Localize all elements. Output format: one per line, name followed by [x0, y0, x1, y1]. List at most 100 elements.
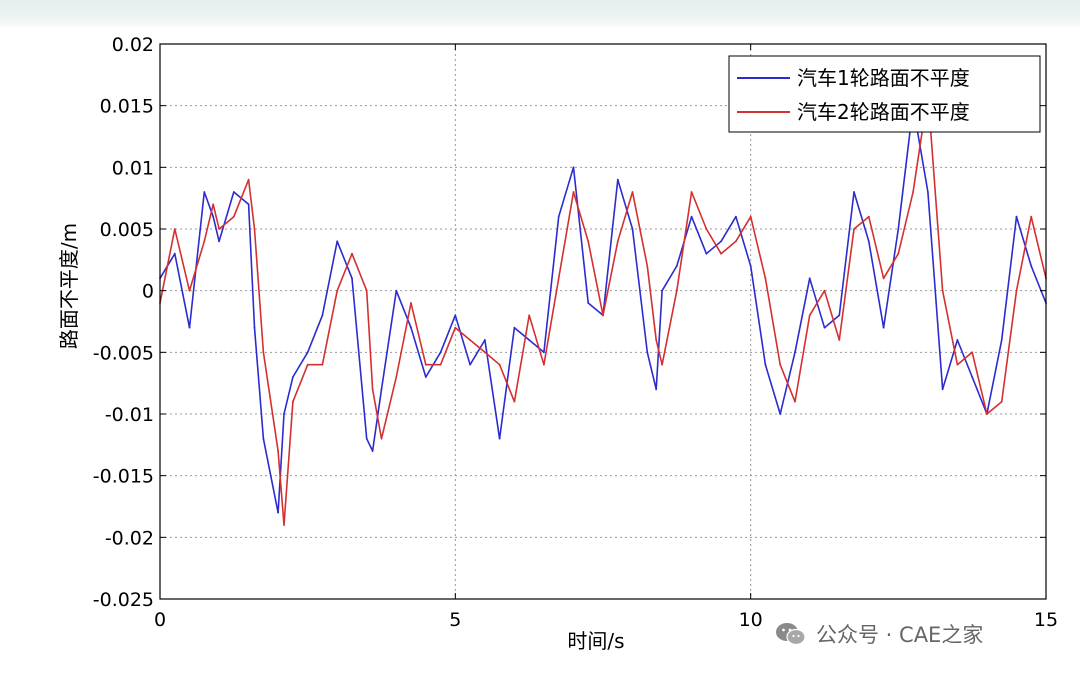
series-2-point [395, 376, 398, 378]
y-tick-label: 0 [142, 281, 154, 303]
watermark: 公众号 · CAE之家 [768, 614, 990, 654]
series-1-point [897, 228, 900, 230]
series-1-point [454, 314, 457, 317]
series-1-point [749, 265, 752, 267]
series-1-point [675, 265, 678, 267]
series-1-point [253, 326, 256, 329]
series-2-point [173, 228, 176, 230]
series-1-point [365, 437, 368, 440]
series-2-point [690, 191, 693, 193]
series-1-point [956, 339, 959, 341]
series-2-point [749, 215, 752, 218]
series-2-point [631, 191, 634, 193]
x-tick-label: 10 [739, 609, 763, 631]
series-2-point [720, 252, 723, 255]
x-tick-labels: 0 5 10 15 [154, 609, 1058, 631]
series-group [159, 92, 1047, 526]
series-2-point [277, 450, 280, 452]
series-2-point [572, 191, 575, 193]
series-1-point [395, 289, 398, 292]
series-1-point [779, 413, 782, 415]
y-tick-label: -0.02 [105, 527, 154, 549]
y-tick-label: -0.005 [93, 342, 154, 364]
y-tick-label: 0.02 [112, 34, 154, 56]
y-tick-labels: 0.02 0.015 0.01 0.005 0 -0.005 -0.01 -0.015 -0.0… [93, 34, 154, 611]
series-1-point [661, 289, 663, 292]
series-2-point [543, 363, 545, 366]
series-2-point [306, 363, 309, 366]
series-1-point [631, 228, 634, 230]
series-2-point [410, 302, 412, 304]
series-1-point [528, 339, 531, 341]
series-2-point [646, 265, 649, 267]
series-2-point [292, 400, 294, 403]
series-1-point [188, 326, 191, 329]
series-2-point [867, 215, 870, 218]
y-tick-label: 0.005 [100, 219, 154, 241]
series-2-point [705, 228, 708, 230]
series-2-point [253, 228, 256, 230]
series-1-point [380, 388, 383, 391]
series-1-point [351, 277, 353, 280]
series-2-point [897, 252, 900, 255]
series-1-point [203, 191, 206, 193]
series-2-point [321, 363, 324, 366]
series-2-point [912, 191, 914, 193]
series-1-point [218, 240, 220, 243]
series-2-point [779, 363, 782, 366]
series-1-point [838, 314, 841, 317]
series-2-point [986, 413, 988, 415]
series-1-point [439, 351, 442, 354]
series-1-point [705, 252, 708, 255]
series-2-point [424, 363, 427, 366]
series-1-point [262, 437, 265, 440]
series-2-point [735, 240, 737, 243]
plot-frame [159, 43, 1047, 600]
y-tick-label: 0.015 [100, 96, 154, 118]
x-tick-label: 5 [449, 609, 461, 631]
series-2-point [602, 314, 604, 317]
series-1-point [212, 215, 215, 218]
series-2-point [232, 215, 235, 218]
y-tick-label: -0.015 [93, 466, 154, 488]
series-2-point [371, 388, 374, 391]
series-1-point [646, 351, 649, 354]
series-1-point [306, 351, 309, 354]
series-2-point [971, 351, 974, 354]
series-2-point [675, 289, 678, 292]
series-2-point [454, 326, 457, 329]
series-1-point [424, 376, 427, 378]
x-tick-label: 15 [1034, 609, 1058, 631]
legend-label-1: 汽车1轮路面不平度 [797, 66, 970, 90]
legend-label-2: 汽车2轮路面不平度 [797, 100, 970, 124]
series-2-point [853, 228, 855, 230]
series-1-point [655, 388, 658, 391]
series-2-point [882, 277, 885, 280]
series-2-point [365, 289, 368, 292]
series-1-point [336, 240, 339, 243]
series-1-point [720, 240, 723, 243]
series-2-point [203, 240, 206, 243]
series-1-point [483, 339, 486, 341]
series-2-point [188, 289, 191, 292]
series-1-point [853, 191, 855, 193]
series-2-point [661, 363, 663, 366]
series-line-1 [159, 104, 1047, 514]
x-axis-title: 时间/s [567, 629, 624, 653]
series-2-point [212, 203, 215, 206]
series-2-point [557, 277, 560, 280]
series-2-point [528, 314, 531, 317]
x-tick-label: 0 [154, 609, 166, 631]
series-1-point [587, 302, 590, 304]
series-2-point [469, 339, 471, 341]
series-2-point [794, 400, 796, 403]
series-2-point [247, 178, 250, 181]
series-1-point [557, 215, 560, 218]
series-2-point [483, 351, 486, 354]
series-1-point [794, 351, 796, 354]
series-2-point [655, 339, 658, 341]
y-tick-label: 0.01 [112, 157, 154, 179]
series-2-point [616, 240, 619, 243]
series-2-point [351, 252, 353, 255]
y-tick-label: -0.01 [105, 404, 154, 426]
